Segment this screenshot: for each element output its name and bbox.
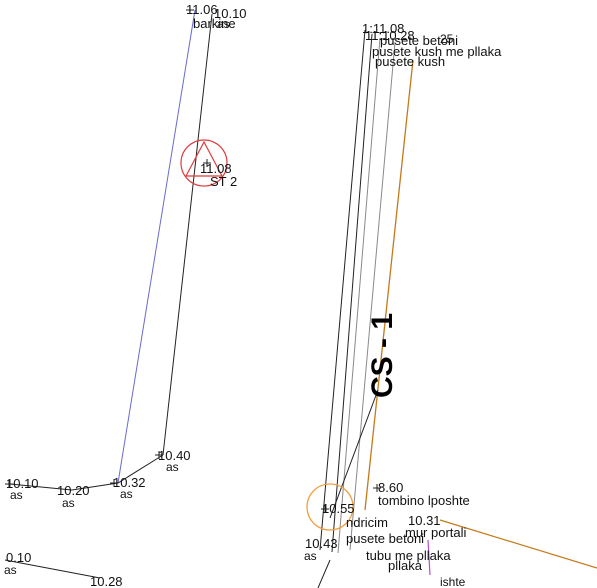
left-bottom-line [4, 559, 101, 579]
point-description: as [217, 17, 230, 31]
point-elevation: 10.10 [6, 476, 39, 491]
cluster-label: 10.43 [305, 536, 338, 551]
cluster-label: 8.60 [378, 480, 403, 495]
cluster-label: pusete betoni [380, 33, 458, 48]
cluster-label: pusete kush me pllaka [372, 44, 502, 59]
point-description: as [62, 496, 75, 510]
point-elevation: 10.32 [113, 475, 146, 490]
cluster-label: 1:11.08 [362, 21, 404, 36]
right-dark-line-1 [319, 29, 366, 551]
right-grey-line-2 [349, 41, 396, 551]
point-elevation: 10.20 [57, 483, 90, 498]
section-label: CS - 1 [366, 313, 399, 398]
right-lines [317, 29, 597, 588]
cluster-label: mur portali [405, 525, 467, 540]
right-purple-line [427, 539, 431, 576]
cluster-label: 11:10.28 [365, 28, 415, 43]
station-right-marker[interactable] [306, 483, 354, 531]
station-elevation: 10.55 [322, 501, 355, 516]
point-description: as [166, 460, 179, 474]
cluster-label: tombino lposhte [378, 493, 470, 508]
right-orange-line [364, 59, 414, 511]
right-dark-line-2 [331, 33, 373, 553]
point-markers [5, 6, 381, 513]
left-blue-line [117, 9, 196, 484]
point-elevation: 10.40 [158, 448, 191, 463]
station-circle [180, 139, 228, 187]
cluster-label: ndricim [346, 515, 388, 530]
cluster-label: pusete kush [375, 54, 445, 69]
station-right-circle [306, 483, 354, 531]
point-description: as [4, 563, 17, 577]
cluster-label: as [304, 549, 317, 563]
station-elevation: 11.08 [200, 161, 232, 176]
cluster-label: tubu me pllaka [366, 548, 451, 563]
cluster-label: pusete betoni [346, 531, 424, 546]
point-elevation: 10.28 [90, 574, 123, 588]
station-triangle [185, 140, 223, 177]
point-description: as [120, 487, 133, 501]
station-name: ST 2 [210, 174, 237, 189]
cluster-label: 10.31 [408, 513, 441, 528]
point-description: barkine [193, 16, 236, 31]
right-bottom-labels: 8.60 tombino lposhte 10.55 ndricim 10.31… [304, 480, 470, 588]
cluster-label: pllaka [388, 558, 423, 573]
point-description: as [10, 488, 23, 502]
point-elevation: 0.10 [6, 550, 31, 565]
right-top-labels: 1:11.08 11:10.28 pusete betoni pusete ku… [362, 21, 502, 69]
cluster-label: 25 [440, 32, 454, 46]
right-grey-line-1 [337, 37, 381, 554]
right-dark-bottom [317, 559, 331, 588]
left-lines [4, 9, 213, 579]
point-elevation: 10.10 [214, 6, 247, 21]
station-st2-marker[interactable] [180, 139, 228, 187]
left-dark-line [162, 13, 213, 456]
left-polyline [9, 454, 164, 491]
right-dark-diagonal [329, 389, 379, 519]
cluster-label: ishte [440, 575, 466, 588]
left-point-labels: 11.06 barkine 10.10 as 11.08 ST 2 10.40 … [4, 2, 247, 588]
right-orange-bottom [439, 519, 597, 569]
point-elevation: 11.06 [186, 2, 218, 17]
